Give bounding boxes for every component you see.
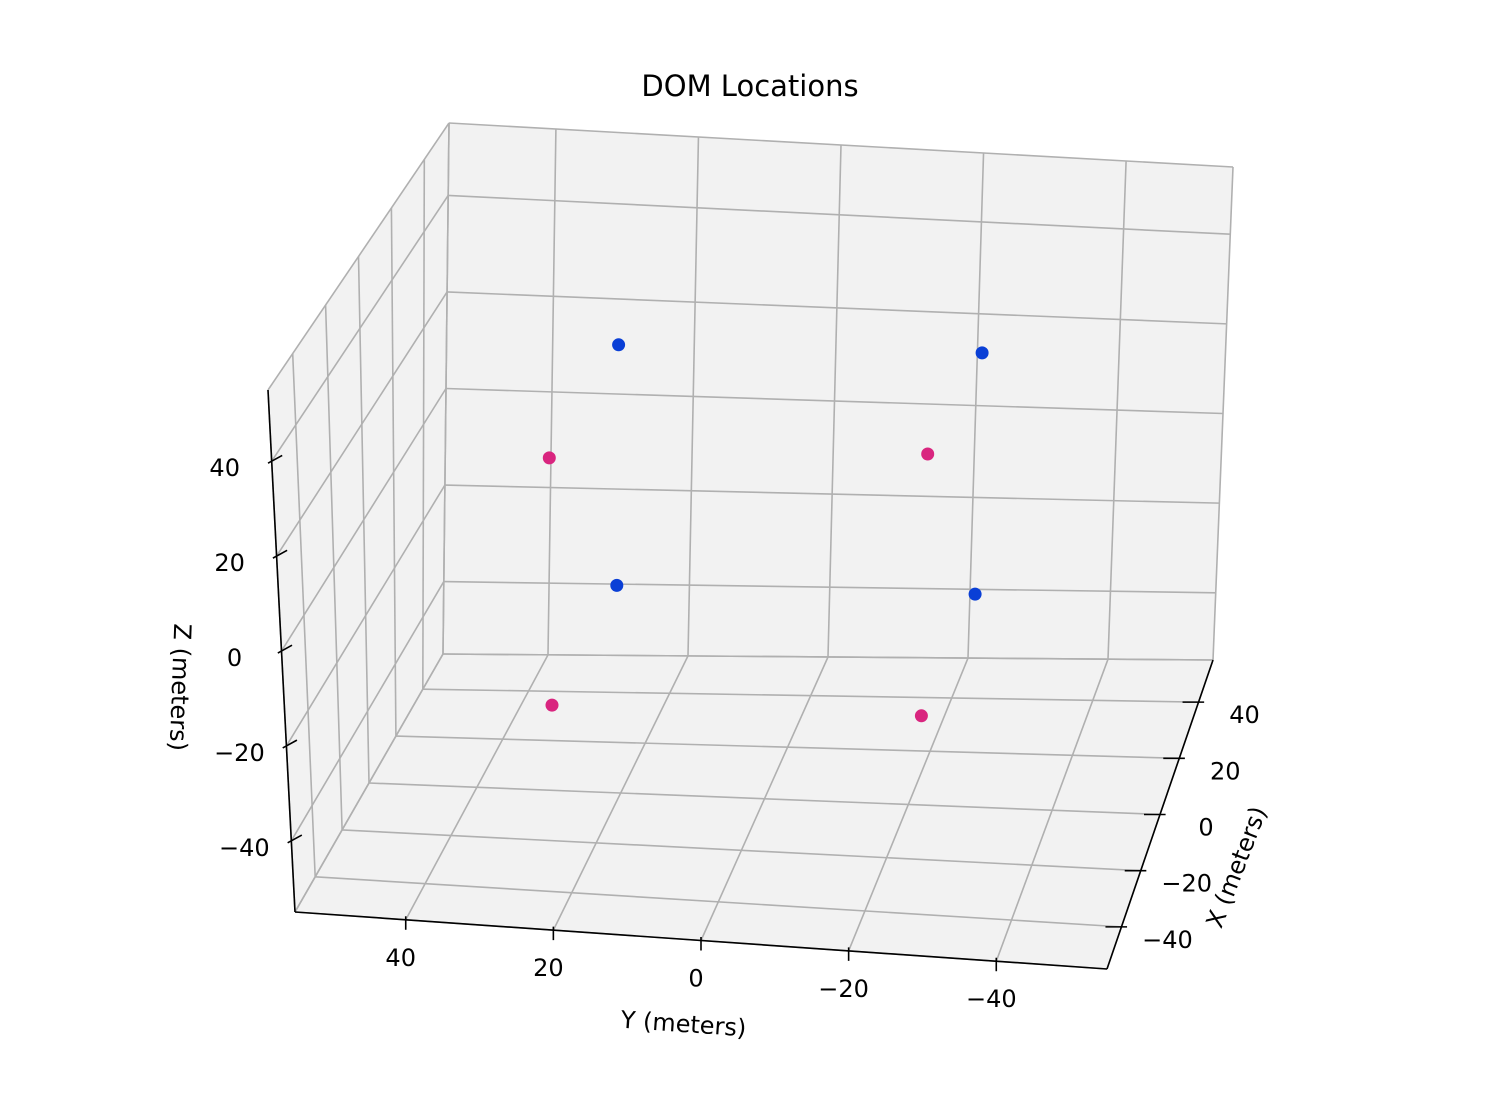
data-point <box>542 451 556 465</box>
z-tick <box>267 454 283 464</box>
data-points <box>542 338 989 723</box>
grid-line <box>395 735 1180 760</box>
z-tick-label: 40 <box>209 454 240 482</box>
grid-line <box>448 194 1231 236</box>
x-tick-label: −40 <box>1142 926 1193 954</box>
x-tick-label: 20 <box>1210 757 1241 785</box>
z-tick-label: −40 <box>219 834 270 862</box>
y-tick-label: 0 <box>688 965 703 993</box>
grid-line <box>280 388 447 652</box>
grid-line <box>442 653 1214 661</box>
grid-line <box>267 122 450 391</box>
data-point <box>921 447 935 461</box>
z-tick <box>277 644 293 654</box>
x-tick-label: 0 <box>1198 814 1213 842</box>
x-tick-label: −20 <box>1161 870 1212 898</box>
grid-line <box>290 581 445 842</box>
tick-marks <box>267 454 1205 972</box>
side-pane <box>268 123 449 912</box>
grid-line <box>271 194 449 462</box>
grid-line <box>443 580 1216 594</box>
grid-line <box>422 688 1199 703</box>
z-tick-label: 20 <box>214 549 245 577</box>
z-tick <box>282 739 298 749</box>
back-pane <box>443 123 1233 660</box>
data-point <box>968 587 982 601</box>
y-axis-label: Y (meters) <box>619 1006 747 1043</box>
y-tick-label: −40 <box>966 985 1017 1013</box>
y-tick-label: −20 <box>818 975 869 1003</box>
grid-line <box>448 122 1234 168</box>
grid-line <box>368 782 1161 816</box>
z-tick <box>287 834 303 844</box>
grid-line <box>294 653 444 913</box>
z-tick-label: 0 <box>227 644 242 672</box>
chart-title: DOM Locations <box>641 69 858 103</box>
y-tick-label: 40 <box>385 944 416 972</box>
x-tick-label: 40 <box>1229 701 1260 729</box>
data-point <box>914 709 928 723</box>
data-point <box>545 698 559 712</box>
data-point <box>612 338 626 352</box>
data-point <box>610 578 624 592</box>
grid-line <box>315 876 1122 928</box>
z-tick-label: −20 <box>214 739 265 767</box>
z-axis-label: Z (meters) <box>164 623 196 751</box>
y-tick-label: 20 <box>533 954 564 982</box>
grid-line <box>444 484 1220 504</box>
grid-line <box>445 387 1224 415</box>
tick-labels: 40 20 0 −20 −40 −40 −20 0 20 40 −40 −20 0 20 40 <box>209 454 1259 1013</box>
grid-line <box>342 829 1141 872</box>
data-point <box>975 346 989 360</box>
grid-line <box>285 484 446 747</box>
z-tick <box>272 549 288 559</box>
grid-line <box>275 291 448 557</box>
grid-line <box>447 291 1227 325</box>
